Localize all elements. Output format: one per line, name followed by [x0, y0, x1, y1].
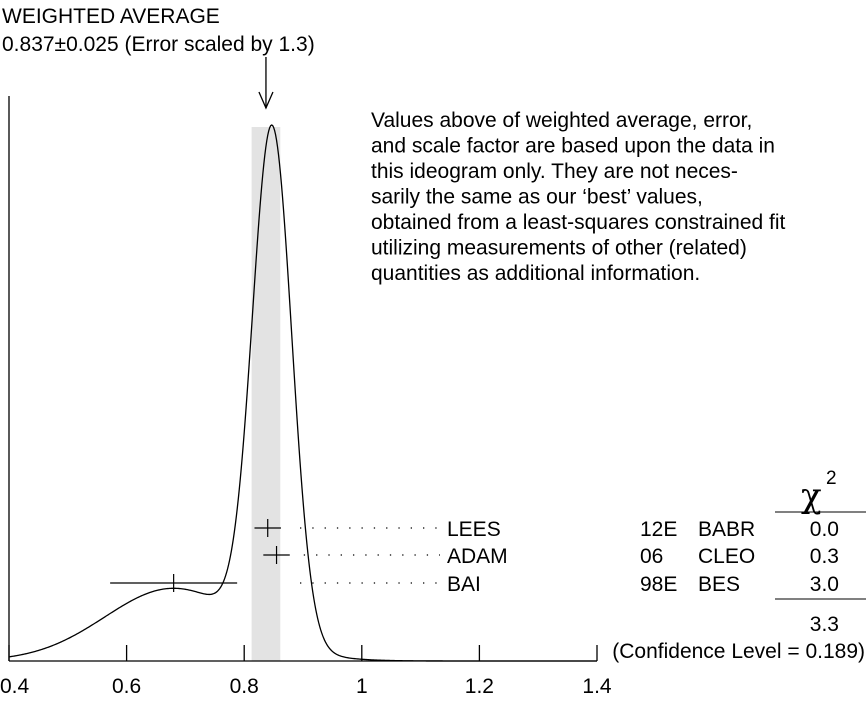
measurement-row: LEES 12E BABR 0.0 [254, 518, 839, 541]
measurement-experiment: BABR [698, 518, 755, 541]
measurement-chi2: 3.0 [810, 573, 839, 596]
x-tick-label: 1.4 [582, 675, 612, 698]
measurement-row: ADAM 06 CLEO 0.3 [263, 545, 839, 568]
chi-letter: χ [801, 476, 822, 516]
x-tick-label: 0.6 [112, 675, 141, 698]
measurement-row: BAI 98E BES 3.0 [110, 573, 839, 596]
measurement-year: 12E [640, 518, 677, 541]
note-line: sarily the same as our ‘best’ values, [371, 186, 703, 209]
weighted-average-error-band [251, 127, 281, 661]
measurement-chi2: 0.3 [810, 545, 839, 568]
chart-title: WEIGHTED AVERAGE [2, 5, 220, 28]
x-tick-label: 1.2 [465, 675, 494, 698]
chart-subtitle: 0.837±0.025 (Error scaled by 1.3) [2, 33, 315, 56]
measurement-experiment: BES [698, 573, 740, 596]
x-tick-label: 1 [356, 675, 368, 698]
measurement-label: ADAM [447, 545, 508, 568]
x-tick-label: 0.4 [0, 675, 30, 698]
note-line: utilizing measurements of other (related… [371, 237, 747, 260]
measurement-year: 98E [640, 573, 677, 596]
x-tick-label: 0.8 [230, 675, 259, 698]
x-axis-ticks: 0.4 0.6 0.8 1 1.2 1.4 [0, 645, 612, 698]
arrow-head [258, 91, 274, 110]
measurement-label: LEES [447, 518, 501, 541]
chi-symbol: χ [801, 476, 822, 516]
chi-total: 3.3 [810, 613, 839, 636]
chi-exponent: 2 [826, 468, 837, 489]
weighted-average-arrow [258, 57, 274, 110]
chi-square-table: χ 2 3.3 (Confidence Level = 0.189) [612, 468, 866, 663]
note-line: Values above of weighted average, error, [371, 109, 752, 132]
measurement-year: 06 [640, 545, 663, 568]
note-text: Values above of weighted average, error,… [371, 109, 786, 285]
measurement-experiment: CLEO [698, 545, 755, 568]
measurement-chi2: 0.0 [810, 518, 839, 541]
measurements: LEES 12E BABR 0.0 ADAM 06 CLEO 0.3 BAI 98E BES 3.0 [110, 518, 839, 596]
note-line: and scale factor are based upon the data… [371, 135, 775, 158]
measurement-label: BAI [447, 573, 481, 596]
confidence-level: (Confidence Level = 0.189) [612, 640, 865, 663]
ideogram-curve [8, 124, 597, 662]
note-line: this ideogram only. They are not neces- [371, 160, 738, 183]
note-line: obtained from a least-squares constraine… [371, 211, 786, 234]
note-line: quantities as additional information. [371, 262, 700, 285]
